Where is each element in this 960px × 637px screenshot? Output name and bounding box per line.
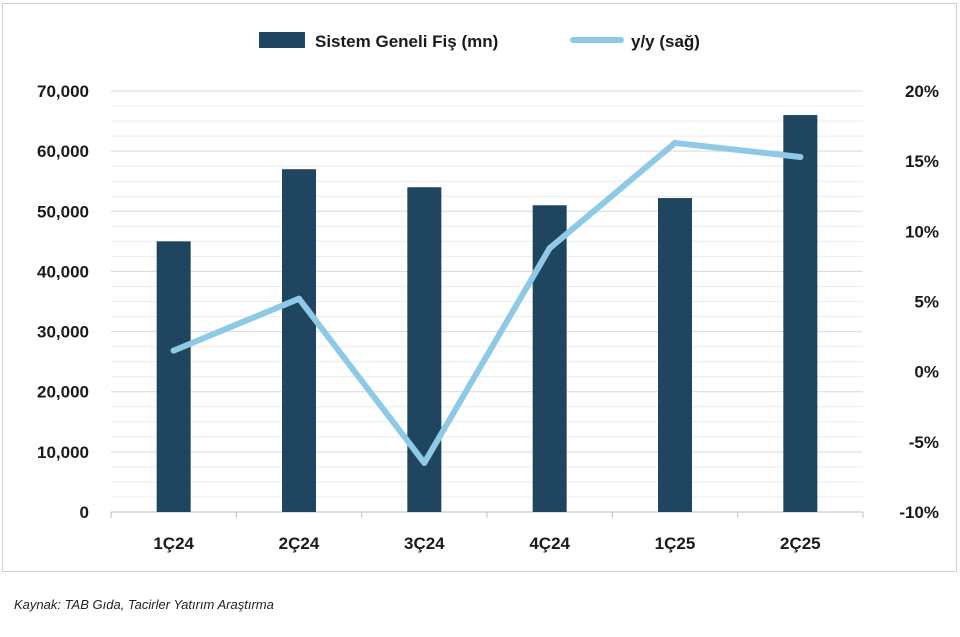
bar-2Ç25: [783, 115, 818, 513]
y-left-tick-label: 0: [80, 503, 89, 522]
bar-1Ç25: [658, 198, 692, 512]
y-right-tick-label: 0%: [914, 363, 939, 382]
x-tick-label: 1Ç25: [655, 534, 696, 553]
legend-swatch-bar: [259, 32, 305, 48]
y-right-tick-label: -5%: [909, 433, 939, 452]
y-right-tick-label: -10%: [899, 503, 939, 522]
y-left-tick-label: 30,000: [37, 323, 89, 342]
legend-label-line: y/y (sağ): [631, 32, 700, 51]
bar-2Ç24: [282, 169, 316, 512]
bar-4Ç24: [532, 205, 567, 512]
x-tick-label: 2Ç24: [279, 534, 320, 553]
line-point-2Ç24: [296, 295, 302, 302]
line-point-1Ç24: [170, 347, 177, 354]
line-point-3Ç24: [421, 459, 428, 466]
y-right-tick-label: 15%: [905, 152, 939, 171]
y-left-tick-label: 70,000: [37, 82, 89, 101]
x-tick-label: 3Ç24: [404, 534, 445, 553]
line-series-yy: [170, 139, 804, 466]
line-point-4Ç24: [546, 245, 553, 252]
y-left-tick-label: 10,000: [37, 443, 89, 462]
x-tick-label: 2Ç25: [780, 534, 821, 553]
source-note: Kaynak: TAB Gıda, Tacirler Yatırım Araşt…: [14, 597, 274, 612]
y-right-tick-label: 10%: [905, 222, 939, 241]
y-left-tick-label: 20,000: [37, 383, 89, 402]
y-left-tick-label: 60,000: [37, 142, 89, 161]
y-left-tick-label: 40,000: [37, 262, 89, 281]
x-tick-label: 4Ç24: [529, 534, 570, 553]
y-right-tick-label: 5%: [914, 293, 939, 312]
combo-chart: 0 10,000 20,000 30,000 40,000 50,000 60,000 70,…: [37, 32, 939, 553]
y-right-tick-label: 20%: [905, 82, 939, 101]
line-point-1Ç25: [672, 139, 678, 146]
x-tick-label: 1Ç24: [153, 534, 194, 553]
line-point-2Ç25: [797, 153, 804, 160]
chart-frame: 0 10,000 20,000 30,000 40,000 50,000 60,000 70,…: [2, 3, 957, 572]
y-left-tick-label: 50,000: [37, 202, 89, 221]
legend-label-bar: Sistem Geneli Fiş (mn): [315, 32, 498, 51]
bar-1Ç24: [156, 241, 191, 512]
